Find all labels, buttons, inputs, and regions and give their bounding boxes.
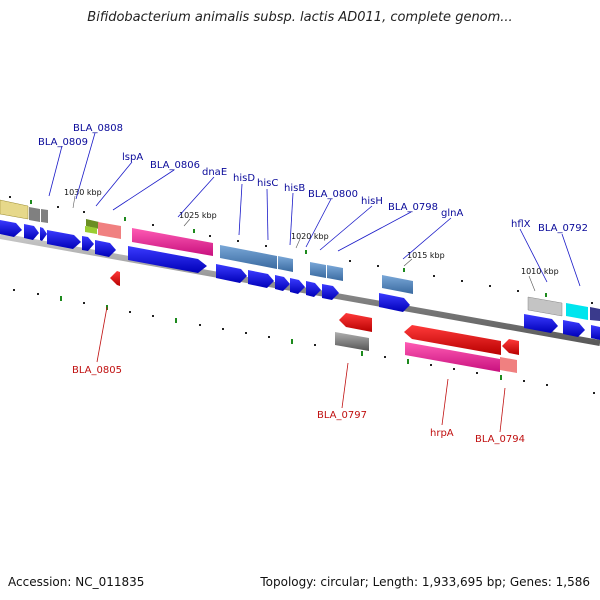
scale-label: 1030 kbp	[64, 188, 102, 197]
gene-label-hflx[interactable]: hflX	[511, 219, 531, 230]
cds-arrow[interactable]	[95, 240, 116, 257]
feature-block[interactable]	[220, 245, 277, 269]
gene-label-dnae[interactable]: dnaE	[202, 167, 227, 178]
map-title: Bifidobacterium animalis subsp. lactis A…	[87, 10, 513, 25]
feature-block[interactable]	[405, 342, 500, 372]
scale-label: 1010 kbp	[521, 267, 559, 276]
reverse-gene-labels	[96, 306, 506, 433]
cds-arrow[interactable]	[275, 275, 290, 291]
feature-block[interactable]	[29, 207, 40, 222]
cds-arrow[interactable]	[40, 227, 47, 241]
cds-arrow[interactable]	[339, 313, 372, 332]
cds-arrow[interactable]	[128, 246, 207, 273]
feature-block[interactable]	[527, 296, 563, 317]
gene-label-bla-0798[interactable]: BLA_0798	[388, 202, 438, 213]
feature-block[interactable]	[335, 332, 369, 351]
cds-arrow[interactable]	[47, 230, 81, 249]
feature-block[interactable]	[382, 275, 413, 294]
gene-label-hrpa[interactable]: hrpA	[430, 428, 454, 439]
feature-block[interactable]	[310, 262, 326, 278]
feature-block[interactable]	[500, 357, 517, 373]
cds-arrow[interactable]	[82, 236, 94, 251]
gene-label-lspa[interactable]: lspA	[122, 152, 143, 163]
feature-block[interactable]	[132, 228, 213, 256]
gene-label-bla-0792[interactable]: BLA_0792	[538, 223, 588, 234]
forward-gene-labels	[48, 132, 581, 287]
feature-block[interactable]	[327, 265, 343, 281]
gene-label-bla-0805[interactable]: BLA_0805	[72, 365, 122, 376]
gene-label-bla-0808[interactable]: BLA_0808	[73, 123, 123, 134]
cds-arrow[interactable]	[563, 320, 585, 337]
feature-block[interactable]	[86, 219, 99, 229]
scale-label: 1020 kbp	[291, 232, 329, 241]
reverse-feature-track	[335, 332, 517, 373]
scale-labels: 1030 kbp 1025 kbp 1020 kbp 1015 kbp 1010…	[64, 188, 559, 292]
cds-arrow[interactable]	[248, 270, 274, 288]
cds-arrow[interactable]	[110, 271, 120, 286]
accession-label: Accession: NC_011835	[8, 575, 145, 589]
cds-arrow[interactable]	[24, 224, 39, 240]
feature-block[interactable]	[98, 222, 121, 239]
gene-label-bla-0794[interactable]: BLA_0794	[475, 434, 525, 445]
inner-dot-track	[13, 289, 595, 394]
cds-arrow[interactable]	[290, 278, 305, 294]
gene-label-hisd[interactable]: hisD	[233, 173, 255, 184]
topology-label: Topology: circular; Length: 1,933,695 bp…	[260, 575, 590, 589]
reverse-gene-label-text: BLA_0805 BLA_0797 hrpA BLA_0794	[72, 365, 525, 445]
outer-tick-marks	[30, 200, 547, 297]
forward-cds-track	[0, 220, 600, 340]
forward-gene-label-text: BLA_0809 BLA_0808 lspA BLA_0806 dnaE his…	[38, 123, 588, 234]
cds-arrow[interactable]	[306, 281, 321, 297]
feature-block[interactable]	[566, 303, 588, 320]
feature-block[interactable]	[0, 199, 29, 220]
feature-block[interactable]	[85, 226, 97, 234]
forward-feature-track	[0, 199, 600, 321]
cds-arrow[interactable]	[379, 293, 410, 312]
gene-label-glna[interactable]: glnA	[441, 208, 463, 219]
cds-arrow[interactable]	[524, 314, 558, 333]
reverse-cds-track	[110, 271, 519, 355]
feature-block[interactable]	[590, 307, 600, 321]
gene-label-hisb[interactable]: hisB	[284, 183, 305, 194]
cds-arrow[interactable]	[404, 325, 501, 355]
gene-label-hisc[interactable]: hisC	[257, 178, 278, 189]
cds-arrow[interactable]	[322, 284, 339, 300]
outer-dot-track	[9, 196, 593, 304]
gene-label-bla-0800[interactable]: BLA_0800	[308, 189, 358, 200]
gene-label-bla-0806[interactable]: BLA_0806	[150, 160, 200, 171]
gene-label-hish[interactable]: hisH	[361, 196, 383, 207]
feature-block[interactable]	[41, 209, 48, 223]
cds-arrow[interactable]	[0, 220, 22, 237]
cds-arrow[interactable]	[502, 339, 519, 355]
cds-arrow[interactable]	[216, 264, 247, 283]
gene-label-bla-0797[interactable]: BLA_0797	[317, 410, 367, 421]
gene-label-bla-0809[interactable]: BLA_0809	[38, 137, 88, 148]
scale-label: 1015 kbp	[407, 251, 445, 260]
cds-arrow[interactable]	[591, 325, 600, 340]
feature-block[interactable]	[278, 256, 293, 272]
scale-label: 1025 kbp	[179, 211, 217, 220]
